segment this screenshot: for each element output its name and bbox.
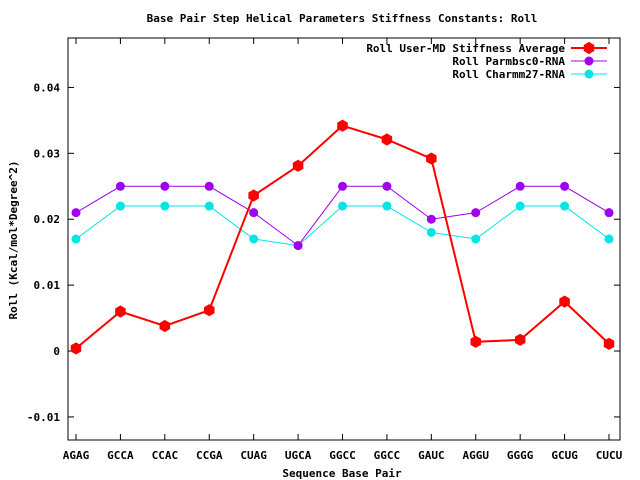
data-point (560, 201, 570, 211)
x-tick-label: GAUC (418, 449, 445, 462)
data-point (426, 227, 436, 237)
legend-label: Roll Parmbsc0-RNA (452, 55, 565, 68)
data-point (338, 201, 347, 211)
data-point (382, 201, 392, 211)
y-tick-label: -0.01 (27, 411, 60, 424)
series-line (75, 185, 610, 247)
data-point (426, 152, 437, 165)
legend-label: Roll Charmm27-RNA (452, 68, 565, 81)
data-point (382, 181, 392, 191)
data-point (249, 208, 259, 218)
data-point (381, 133, 393, 146)
x-tick-label: GGCC (374, 449, 401, 462)
data-point (115, 201, 125, 211)
series-line (75, 205, 610, 247)
y-tick-label: 0.04 (34, 81, 61, 94)
data-point (293, 241, 303, 251)
data-point (70, 342, 82, 355)
data-point (115, 305, 126, 318)
data-point (471, 234, 481, 244)
series-2 (71, 201, 614, 251)
legend-marker (584, 69, 594, 79)
x-tick-label: CCGA (196, 449, 223, 462)
data-point (204, 201, 214, 211)
data-point (515, 181, 525, 191)
data-point (203, 304, 215, 317)
x-tick-label: UGCA (285, 449, 312, 462)
x-tick-label: GGCC (329, 449, 356, 462)
y-tick-label: 0 (53, 345, 60, 358)
data-point (560, 181, 570, 191)
data-point (470, 335, 482, 348)
data-point (160, 201, 170, 211)
data-point (248, 189, 259, 202)
x-tick-label: GCCA (107, 449, 134, 462)
data-point (515, 201, 525, 211)
plot-frame (67, 37, 621, 441)
data-point (204, 181, 214, 191)
data-point (71, 208, 81, 218)
data-point (604, 208, 614, 218)
data-point (159, 319, 171, 333)
series-layer (70, 119, 615, 355)
y-axis: -0.01 0 0.01 0.02 0.03 0.04 (27, 81, 620, 424)
x-axis-label: Sequence Base Pair (282, 467, 402, 480)
x-tick-label: GCUG (551, 449, 578, 462)
data-point (160, 181, 170, 191)
data-point (559, 295, 570, 308)
series-0 (70, 119, 615, 355)
x-tick-label: AGGU (463, 449, 490, 462)
data-point (337, 119, 348, 132)
x-tick-label: GGGG (507, 449, 534, 462)
y-axis-label: Roll (Kcal/mol*Degree^2) (7, 161, 20, 320)
series-1 (71, 181, 614, 251)
data-point (249, 234, 259, 244)
data-point (426, 214, 436, 224)
legend-marker (583, 41, 595, 55)
data-point (514, 333, 526, 346)
series-line (75, 124, 610, 350)
x-tick-label: CCAC (152, 449, 179, 462)
x-tick-label: CUAG (240, 449, 267, 462)
x-tick-label: AGAG (63, 449, 90, 462)
x-tick-label: CUCU (596, 449, 623, 462)
x-axis: AGAG GCCA CCAC CCGA CUAG UGCA GGCC GGCC GAUC AGGU… (63, 38, 623, 462)
data-point (71, 234, 81, 244)
data-point (338, 181, 347, 191)
data-point (115, 181, 125, 191)
y-tick-label: 0.03 (34, 147, 61, 160)
legend-marker (584, 56, 594, 66)
data-point (471, 208, 481, 218)
y-tick-label: 0.01 (34, 279, 61, 292)
data-point (603, 337, 615, 350)
data-point (292, 159, 304, 172)
y-tick-label: 0.02 (34, 213, 61, 226)
chart-title: Base Pair Step Helical Parameters Stiffn… (147, 12, 538, 25)
legend-label: Roll User-MD Stiffness Average (366, 42, 565, 55)
data-point (604, 234, 614, 244)
